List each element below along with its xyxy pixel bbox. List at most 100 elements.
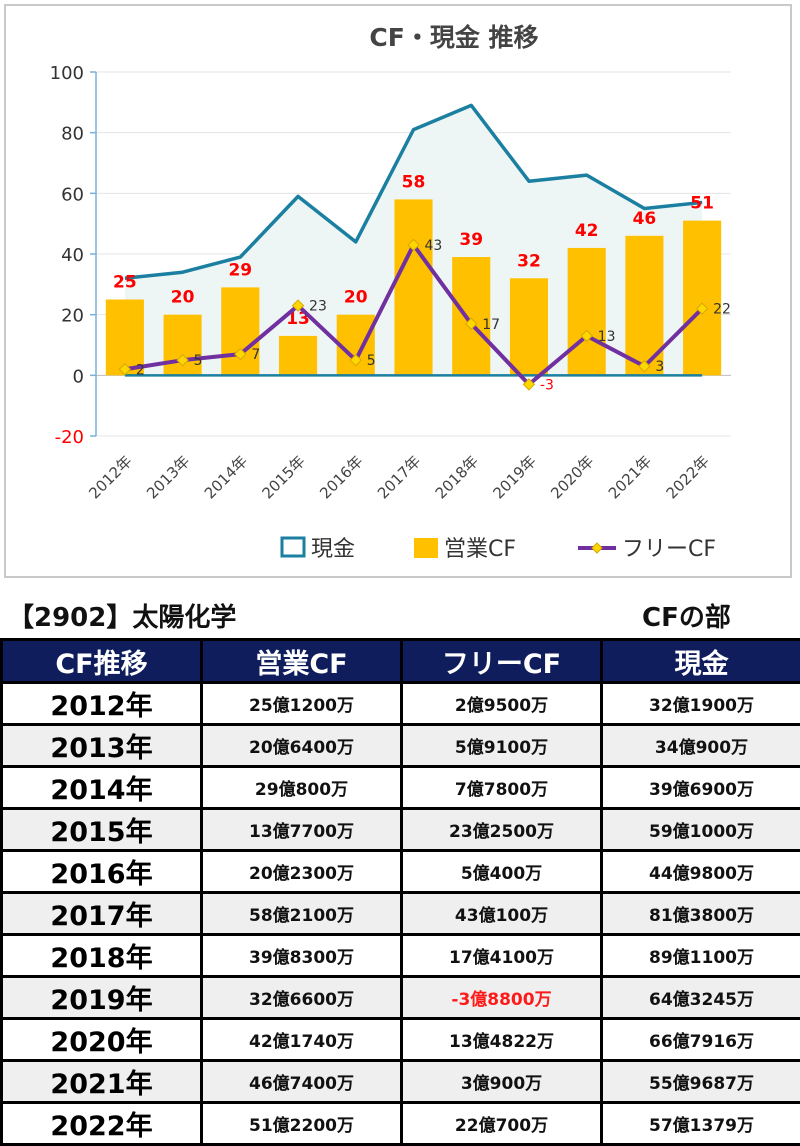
year-cell: 2018年 — [2, 935, 202, 977]
year-cell: 2020年 — [2, 1019, 202, 1061]
value-cell: 51億2200万 — [202, 1103, 402, 1145]
bar-value-label: 20 — [171, 288, 195, 308]
bar-value-label: 39 — [459, 230, 483, 250]
y-tick-label: 80 — [61, 124, 84, 145]
value-cell: 13億4822万 — [402, 1019, 602, 1061]
value-cell: 32億1900万 — [602, 683, 800, 725]
free-cf-label: 7 — [251, 347, 260, 363]
x-tick-label: 2017年 — [374, 452, 424, 502]
year-cell: 2016年 — [2, 851, 202, 893]
value-cell: 43億100万 — [402, 893, 602, 935]
free-cf-label: 5 — [367, 353, 376, 369]
x-tick-label: 2015年 — [259, 452, 309, 502]
value-cell: 20億2300万 — [202, 851, 402, 893]
value-cell: 23億2500万 — [402, 809, 602, 851]
legend-swatch-bar — [414, 538, 438, 558]
value-cell: 2億9500万 — [402, 683, 602, 725]
legend-label: 現金 — [311, 537, 355, 562]
value-cell: 22億700万 — [402, 1103, 602, 1145]
bar — [683, 221, 721, 376]
y-tick-label: 0 — [73, 366, 84, 387]
bar-value-label: 29 — [228, 260, 252, 280]
value-cell: 59億1000万 — [602, 809, 800, 851]
free-cf-label: -3 — [540, 377, 554, 393]
x-tick-label: 2021年 — [605, 452, 655, 502]
value-cell: 39億8300万 — [202, 935, 402, 977]
column-header: CF推移 — [2, 640, 202, 683]
legend-label: フリーCF — [622, 537, 716, 562]
year-cell: 2013年 — [2, 725, 202, 767]
column-header: フリーCF — [402, 640, 602, 683]
value-cell: 13億7700万 — [202, 809, 402, 851]
bar-value-label: 42 — [575, 221, 599, 241]
legend-swatch-cash — [282, 538, 304, 556]
bar-value-label: 32 — [517, 251, 541, 271]
bar — [510, 278, 548, 375]
bar — [279, 336, 317, 375]
value-cell: 5億9100万 — [402, 725, 602, 767]
cf-chart: CF・現金 推移100806040200-2025202913205839324… — [6, 6, 790, 576]
column-header: 現金 — [602, 640, 800, 683]
x-tick-label: 2020年 — [547, 452, 597, 502]
y-tick-label: -20 — [55, 427, 84, 448]
free-cf-label: 23 — [309, 299, 327, 315]
y-tick-label: 60 — [61, 184, 84, 205]
value-cell: 39億6900万 — [602, 767, 800, 809]
bar — [568, 248, 606, 375]
year-cell: 2012年 — [2, 683, 202, 725]
y-tick-label: 40 — [61, 245, 84, 266]
y-tick-label: 100 — [50, 63, 84, 84]
company-name: 【2902】太陽化学 — [8, 598, 236, 638]
free-cf-label: 2 — [136, 362, 145, 378]
value-cell: 25億1200万 — [202, 683, 402, 725]
value-cell: 44億9800万 — [602, 851, 800, 893]
x-tick-label: 2018年 — [432, 452, 482, 502]
year-cell: 2022年 — [2, 1103, 202, 1145]
value-cell: 20億6400万 — [202, 725, 402, 767]
value-cell: 81億3800万 — [602, 893, 800, 935]
bar-value-label: 46 — [633, 209, 657, 229]
value-cell: 7億7800万 — [402, 767, 602, 809]
column-header: 営業CF — [202, 640, 402, 683]
x-tick-label: 2013年 — [143, 452, 193, 502]
value-cell: 58億2100万 — [202, 893, 402, 935]
value-cell: 3億900万 — [402, 1061, 602, 1103]
table-header: CF推移 営業CF フリーCF 現金 — [2, 640, 800, 683]
legend-label: 営業CF — [444, 537, 516, 562]
y-tick-label: 20 — [61, 306, 84, 327]
table-header-row: 【2902】太陽化学 CFの部 — [0, 598, 800, 638]
value-cell: -3億8800万 — [402, 977, 602, 1019]
year-cell: 2021年 — [2, 1061, 202, 1103]
x-tick-label: 2022年 — [663, 452, 713, 502]
bar-value-label: 25 — [113, 273, 137, 293]
year-cell: 2015年 — [2, 809, 202, 851]
free-cf-label: 43 — [425, 238, 443, 254]
value-cell: 64億3245万 — [602, 977, 800, 1019]
x-tick-label: 2019年 — [489, 452, 539, 502]
value-cell: 5億400万 — [402, 851, 602, 893]
value-cell: 55億9687万 — [602, 1061, 800, 1103]
bar — [394, 199, 432, 375]
year-cell: 2019年 — [2, 977, 202, 1019]
chart-title: CF・現金 推移 — [369, 23, 538, 52]
x-tick-label: 2012年 — [85, 452, 135, 502]
free-cf-label: 5 — [194, 353, 203, 369]
free-cf-label: 13 — [598, 329, 616, 345]
bar-value-label: 51 — [690, 194, 714, 214]
year-cell: 2014年 — [2, 767, 202, 809]
free-cf-label: 22 — [713, 302, 731, 318]
value-cell: 66億7916万 — [602, 1019, 800, 1061]
bar-value-label: 58 — [402, 172, 426, 192]
value-cell: 34億900万 — [602, 725, 800, 767]
value-cell: 32億6600万 — [202, 977, 402, 1019]
value-cell: 46億7400万 — [202, 1061, 402, 1103]
